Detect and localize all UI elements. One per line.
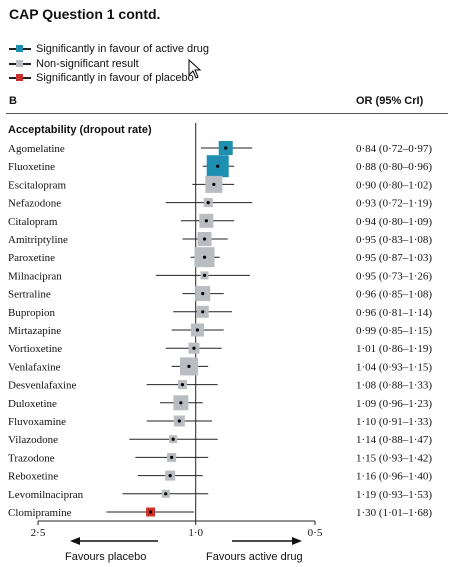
point-estimate xyxy=(195,328,200,332)
or-value: 0·96 (0·85–1·08) xyxy=(356,289,432,301)
or-value: 0·94 (0·80–1·09) xyxy=(356,216,432,228)
drug-label: Levomilnacipran xyxy=(8,489,84,501)
arrow-left-head-icon xyxy=(70,537,80,545)
point-estimate xyxy=(170,455,174,459)
point-estimate xyxy=(171,437,175,441)
or-value: 0·90 (0·80–1·02) xyxy=(356,179,432,191)
drug-label: Reboxetine xyxy=(8,471,58,483)
point-estimate xyxy=(202,237,207,241)
point-estimate xyxy=(187,364,191,368)
point-estimate xyxy=(212,182,216,186)
drug-label: Fluoxetine xyxy=(8,161,55,173)
drug-label: Venlafaxine xyxy=(8,361,61,373)
x-tick-label: 2·5 xyxy=(31,527,46,539)
page-title: CAP Question 1 contd. xyxy=(9,6,161,22)
drug-label: Citalopram xyxy=(8,216,58,228)
arrow-right-head-icon xyxy=(292,537,302,545)
point-estimate xyxy=(192,346,196,350)
drug-label: Amitriptyline xyxy=(8,234,68,246)
or-value: 1·04 (0·93–1·15) xyxy=(356,361,432,373)
or-value: 1·08 (0·88–1·33) xyxy=(356,380,432,392)
drug-label: Vortioxetine xyxy=(8,343,62,355)
point-estimate xyxy=(206,201,210,205)
or-value: 0·93 (0·72–1·19) xyxy=(356,198,432,210)
header-divider xyxy=(6,113,448,114)
legend-swatch-placebo-icon xyxy=(9,73,31,83)
x-tick-label: 0·5 xyxy=(308,527,323,539)
point-estimate xyxy=(201,292,205,296)
drug-label: Nefazodone xyxy=(8,198,61,210)
or-value: 0·95 (0·73–1·26) xyxy=(356,270,432,282)
drug-label: Trazodone xyxy=(8,452,55,464)
drug-label: Agomelatine xyxy=(8,143,65,155)
x-tick-label: 1·0 xyxy=(188,527,203,539)
or-value: 1·16 (0·96–1·40) xyxy=(356,471,432,483)
point-estimate xyxy=(202,255,207,259)
point-estimate xyxy=(164,492,168,496)
legend-item-nonsig: Non-significant result xyxy=(9,57,139,71)
point-estimate xyxy=(204,219,208,223)
or-value: 1·10 (0·91–1·33) xyxy=(356,416,432,428)
legend-item-placebo: Significantly in favour of placebo xyxy=(9,71,194,85)
or-value: 1·15 (0·93–1·42) xyxy=(356,452,432,464)
or-column-header: OR (95% CrI) xyxy=(356,95,424,107)
legend-label: Significantly in favour of active drug xyxy=(36,43,210,55)
mouse-cursor-icon xyxy=(188,59,202,79)
or-value: 0·95 (0·87–1·03) xyxy=(356,252,432,264)
point-estimate xyxy=(180,383,185,387)
or-value: 1·01 (0·86–1·19) xyxy=(356,343,432,355)
legend-label: Significantly in favour of placebo xyxy=(36,72,194,84)
or-value: 1·14 (0·88–1·47) xyxy=(356,434,432,446)
or-value: 0·84 (0·72–0·97) xyxy=(356,143,432,155)
point-estimate xyxy=(148,510,153,514)
or-value: 1·30 (1·01–1·68) xyxy=(356,507,432,519)
point-estimate xyxy=(202,273,207,277)
drug-label: Vilazodone xyxy=(8,434,58,446)
or-value: 0·88 (0·80–0·96) xyxy=(356,161,432,173)
drug-label: Sertraline xyxy=(8,289,51,301)
drug-label: Desvenlafaxine xyxy=(8,380,77,392)
drug-label: Clomipramine xyxy=(8,507,72,519)
or-value: 0·96 (0·81–1·14) xyxy=(356,307,432,319)
legend-swatch-nonsig-icon xyxy=(9,59,31,69)
point-estimate xyxy=(201,310,205,314)
favours-active-label: Favours active drug xyxy=(206,551,303,563)
drug-label: Bupropion xyxy=(8,307,56,319)
point-estimate xyxy=(177,419,181,423)
or-value: 1·19 (0·93–1·53) xyxy=(356,489,432,501)
favours-placebo-label: Favours placebo xyxy=(65,551,147,563)
legend-item-active: Significantly in favour of active drug xyxy=(9,42,209,56)
point-estimate xyxy=(168,474,172,478)
point-estimate xyxy=(224,146,228,150)
legend-label: Non-significant result xyxy=(36,58,139,70)
drug-label: Mirtazapine xyxy=(8,325,61,337)
drug-label: Duloxetine xyxy=(8,398,57,410)
drug-label: Paroxetine xyxy=(8,252,55,264)
or-value: 0·99 (0·85–1·15) xyxy=(356,325,432,337)
section-label: Acceptability (dropout rate) xyxy=(8,124,152,136)
point-estimate xyxy=(216,164,220,168)
legend-swatch-active-icon xyxy=(9,44,31,54)
panel-label: B xyxy=(9,95,17,107)
drug-label: Milnacipran xyxy=(8,270,62,282)
or-value: 0·95 (0·83–1·08) xyxy=(356,234,432,246)
drug-label: Fluvoxamine xyxy=(8,416,66,428)
drug-label: Escitalopram xyxy=(8,179,66,191)
point-estimate xyxy=(179,401,183,405)
or-value: 1·09 (0·96–1·23) xyxy=(356,398,432,410)
